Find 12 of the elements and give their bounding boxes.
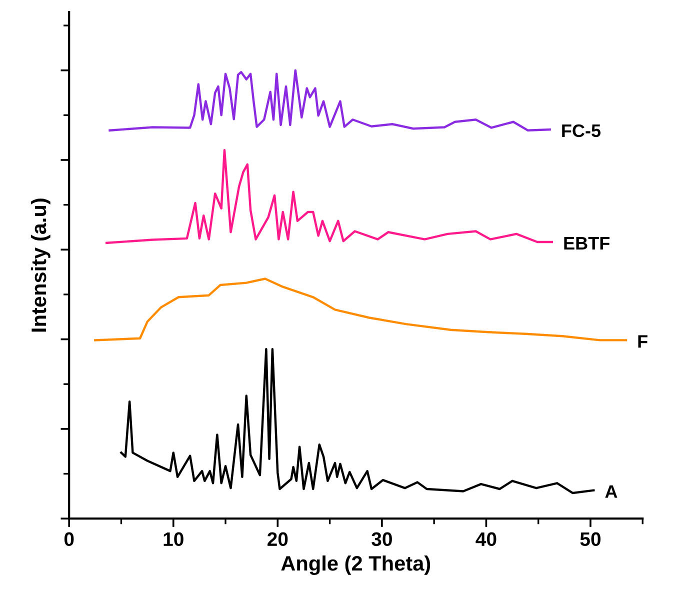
y-axis-title: Intensity (a.u): [30, 198, 50, 332]
x-tick-label: 10: [164, 532, 184, 546]
series-label: F: [638, 335, 648, 348]
series-label: FC-5: [562, 124, 601, 138]
x-tick-label: 40: [476, 532, 496, 546]
x-tick-label: 30: [372, 532, 392, 546]
x-tick-label: 50: [580, 532, 601, 546]
x-tick-label: 20: [268, 532, 288, 546]
x-axis-title: Angle (2 Theta): [281, 555, 430, 575]
x-tick-label: 0: [64, 532, 74, 546]
series-label: EBTF: [564, 237, 610, 250]
series-label: A: [605, 485, 618, 498]
